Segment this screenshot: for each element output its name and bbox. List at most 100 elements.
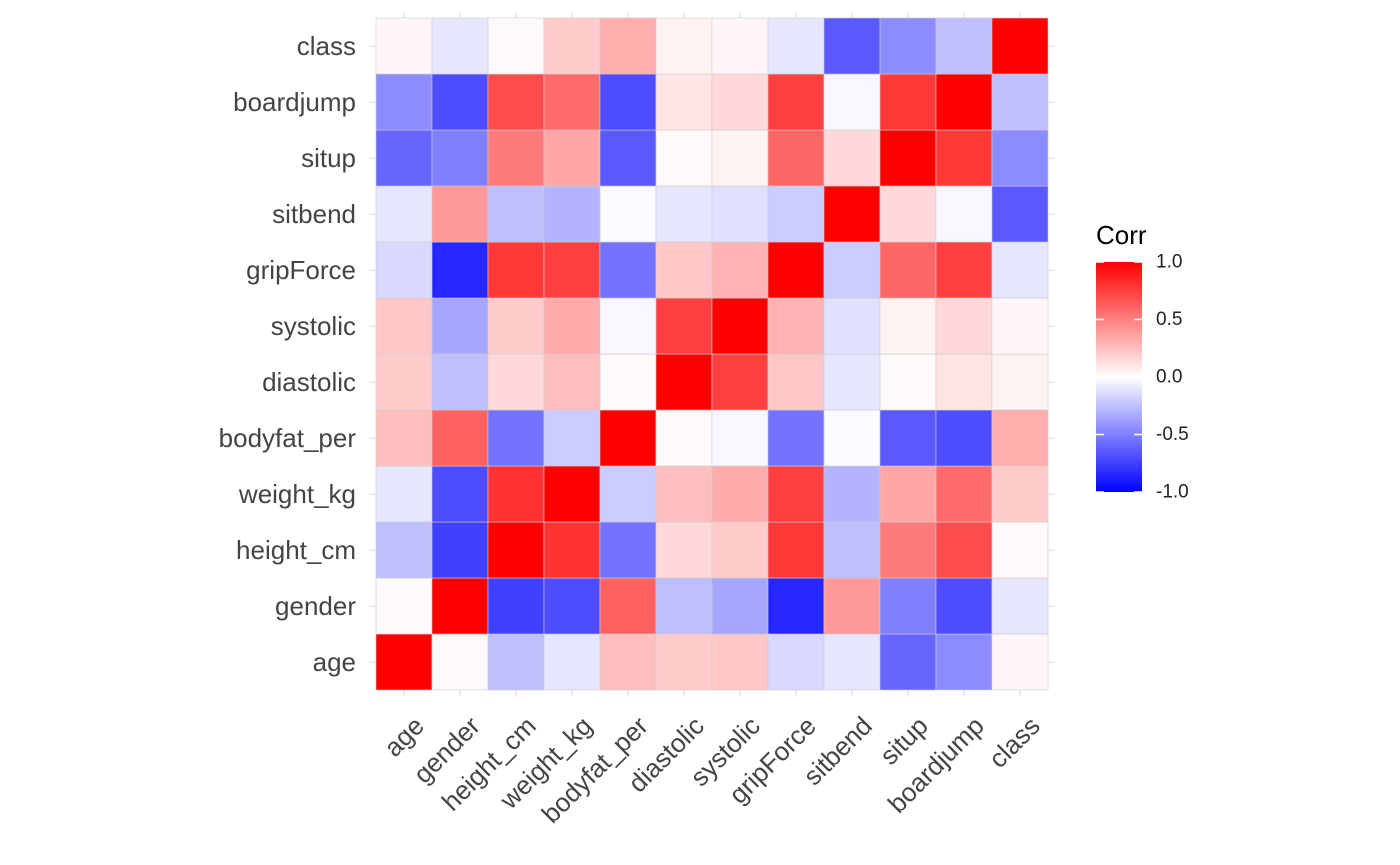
heatmap-cell-situp-weight_kg (543, 129, 601, 187)
y-tick-label-diastolic: diastolic (262, 367, 356, 397)
heatmap-cell-gender-situp (879, 577, 937, 635)
heatmap-cell-bodyfat_per-diastolic (655, 409, 713, 467)
heatmap-cell-class-gripForce (767, 17, 825, 75)
heatmap-cell-class-bodyfat_per (599, 17, 657, 75)
heatmap-cell-gender-bodyfat_per (599, 577, 657, 635)
heatmap-cell-situp-bodyfat_per (599, 129, 657, 187)
heatmap-cell-age-sitbend (823, 633, 881, 691)
heatmap-cell-boardjump-weight_kg (543, 73, 601, 131)
heatmap-cell-systolic-boardjump (935, 297, 993, 355)
heatmap-cell-height_cm-gender (431, 521, 489, 579)
heatmap-cell-diastolic-class (991, 353, 1049, 411)
heatmap-cell-weight_kg-height_cm (487, 465, 545, 523)
heatmap-cell-systolic-diastolic (655, 297, 713, 355)
heatmap-cell-diastolic-gripForce (767, 353, 825, 411)
heatmap-cell-weight_kg-bodyfat_per (599, 465, 657, 523)
heatmap-cell-gripForce-systolic (711, 241, 769, 299)
heatmap-cell-diastolic-situp (879, 353, 937, 411)
heatmap-cell-systolic-weight_kg (543, 297, 601, 355)
legend: Corr 1.0 0.5 0.0 -0.5 -1.0 (1096, 220, 1189, 503)
y-tick-label-systolic: systolic (271, 311, 356, 341)
heatmap-cell-boardjump-systolic (711, 73, 769, 131)
heatmap-cell-class-sitbend (823, 17, 881, 75)
heatmap-cell-situp-gripForce (767, 129, 825, 187)
heatmap-cell-bodyfat_per-bodyfat_per (599, 409, 657, 467)
heatmap-cell-diastolic-height_cm (487, 353, 545, 411)
heatmap-cell-bodyfat_per-situp (879, 409, 937, 467)
heatmap-cell-height_cm-boardjump (935, 521, 993, 579)
heatmap-cell-weight_kg-boardjump (935, 465, 993, 523)
heatmap-cell-situp-sitbend (823, 129, 881, 187)
heatmap-cell-class-height_cm (487, 17, 545, 75)
heatmap-cell-age-bodyfat_per (599, 633, 657, 691)
heatmap-cell-gender-sitbend (823, 577, 881, 635)
heatmap-cell-systolic-class (991, 297, 1049, 355)
heatmap-cell-weight_kg-gender (431, 465, 489, 523)
heatmap-cell-bodyfat_per-height_cm (487, 409, 545, 467)
heatmap-cell-gender-gender (431, 577, 489, 635)
heatmap-cell-age-gripForce (767, 633, 825, 691)
heatmap-cell-age-situp (879, 633, 937, 691)
heatmap-cell-class-age (375, 17, 433, 75)
heatmap-cell-systolic-age (375, 297, 433, 355)
heatmap-cell-situp-systolic (711, 129, 769, 187)
heatmap-cell-height_cm-age (375, 521, 433, 579)
heatmap-cell-sitbend-situp (879, 185, 937, 243)
heatmap-cell-sitbend-boardjump (935, 185, 993, 243)
y-tick-label-bodyfat_per: bodyfat_per (219, 423, 357, 453)
heatmap-cell-gripForce-sitbend (823, 241, 881, 299)
heatmap-cell-gripForce-gender (431, 241, 489, 299)
heatmap-cell-systolic-gripForce (767, 297, 825, 355)
heatmap-cell-sitbend-gripForce (767, 185, 825, 243)
heatmap-cell-situp-gender (431, 129, 489, 187)
heatmap-cell-sitbend-sitbend (823, 185, 881, 243)
heatmap-cell-bodyfat_per-systolic (711, 409, 769, 467)
heatmap-cell-diastolic-sitbend (823, 353, 881, 411)
heatmap-cell-systolic-sitbend (823, 297, 881, 355)
heatmap-cell-bodyfat_per-sitbend (823, 409, 881, 467)
legend-tick-label: -0.5 (1156, 424, 1189, 445)
heatmap-cell-age-class (991, 633, 1049, 691)
heatmap-cell-gripForce-class (991, 241, 1049, 299)
heatmap-cell-gender-systolic (711, 577, 769, 635)
heatmap-cell-sitbend-age (375, 185, 433, 243)
heatmap-cell-situp-class (991, 129, 1049, 187)
legend-title: Corr (1096, 220, 1147, 250)
heatmap-cell-situp-boardjump (935, 129, 993, 187)
heatmap-cell-diastolic-weight_kg (543, 353, 601, 411)
heatmap-cell-sitbend-systolic (711, 185, 769, 243)
heatmap-cell-age-age (375, 633, 433, 691)
heatmap-cell-weight_kg-weight_kg (543, 465, 601, 523)
heatmap-cell-boardjump-class (991, 73, 1049, 131)
heatmap-cell-class-systolic (711, 17, 769, 75)
heatmap-cell-diastolic-bodyfat_per (599, 353, 657, 411)
heatmap-cell-height_cm-bodyfat_per (599, 521, 657, 579)
heatmap-cell-sitbend-diastolic (655, 185, 713, 243)
heatmap-cell-boardjump-boardjump (935, 73, 993, 131)
heatmap-cell-age-gender (431, 633, 489, 691)
heatmap-cell-boardjump-height_cm (487, 73, 545, 131)
heatmap-cell-gripForce-bodyfat_per (599, 241, 657, 299)
y-tick-label-boardjump: boardjump (233, 87, 356, 117)
heatmap-cell-class-gender (431, 17, 489, 75)
heatmap-cell-systolic-bodyfat_per (599, 297, 657, 355)
y-tick-label-sitbend: sitbend (272, 199, 356, 229)
heatmap-cell-gripForce-gripForce (767, 241, 825, 299)
heatmap-cell-bodyfat_per-class (991, 409, 1049, 467)
heatmap-cell-age-diastolic (655, 633, 713, 691)
heatmap-cell-systolic-gender (431, 297, 489, 355)
heatmap-cell-gripForce-boardjump (935, 241, 993, 299)
heatmap-cell-gripForce-age (375, 241, 433, 299)
heatmap-cell-height_cm-height_cm (487, 521, 545, 579)
heatmap-cell-gender-height_cm (487, 577, 545, 635)
y-tick-label-class: class (297, 31, 356, 61)
heatmap-cell-height_cm-weight_kg (543, 521, 601, 579)
heatmap-cell-gripForce-situp (879, 241, 937, 299)
heatmap-cell-boardjump-sitbend (823, 73, 881, 131)
heatmap-cell-boardjump-gripForce (767, 73, 825, 131)
y-tick-label-situp: situp (301, 143, 356, 173)
heatmap-cell-boardjump-diastolic (655, 73, 713, 131)
heatmap-cell-height_cm-diastolic (655, 521, 713, 579)
heatmap-cell-class-boardjump (935, 17, 993, 75)
heatmap-cell-sitbend-height_cm (487, 185, 545, 243)
